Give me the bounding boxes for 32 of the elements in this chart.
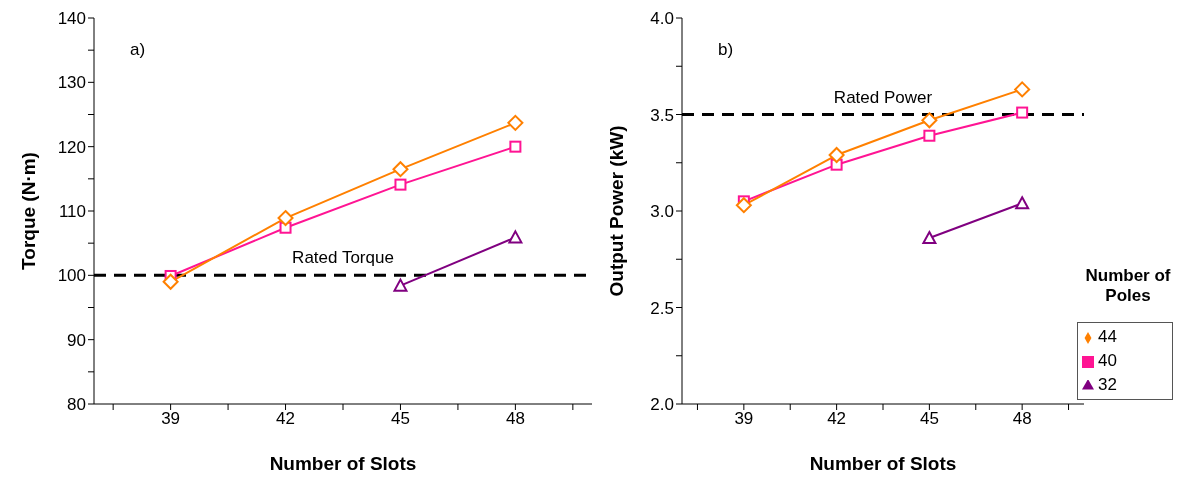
y-axis-title: Output Power (kW) xyxy=(605,125,627,297)
y-tick-label: 2.5 xyxy=(650,298,674,318)
legend-label: 32 xyxy=(1098,375,1117,394)
x-axis-title: Number of Slots xyxy=(269,453,417,474)
y-tick-label: 100 xyxy=(57,266,86,286)
y-tick-label: 3.0 xyxy=(650,202,674,222)
legend-label: 44 xyxy=(1098,327,1117,346)
y-tick-label: 130 xyxy=(57,73,86,93)
y-tick-label: 90 xyxy=(67,330,86,350)
y-tick-label: 3.5 xyxy=(650,105,674,125)
y-axis-title: Torque (N·m) xyxy=(17,152,39,270)
y-tick-label: 80 xyxy=(67,395,86,415)
x-axis-title: Number of Slots xyxy=(809,453,957,474)
x-tick-label: 48 xyxy=(1012,409,1032,429)
ref-line-label: Rated Power xyxy=(833,87,933,107)
x-tick-label: 45 xyxy=(391,409,410,429)
legend-label: 40 xyxy=(1098,351,1117,370)
x-tick-label: 39 xyxy=(734,409,754,429)
x-tick-label: 45 xyxy=(919,409,939,429)
legend-title: Number of Poles xyxy=(1084,266,1172,306)
annotation: b) xyxy=(718,40,734,60)
y-tick-label: 120 xyxy=(57,137,86,157)
x-tick-label: 48 xyxy=(505,409,525,429)
x-tick-label: 42 xyxy=(827,409,847,429)
x-tick-label: 39 xyxy=(161,409,181,429)
y-tick-label: 140 xyxy=(57,9,86,29)
y-tick-label: 2.0 xyxy=(650,395,674,415)
ref-line-label: Rated Torque xyxy=(292,248,394,268)
x-tick-label: 42 xyxy=(276,409,295,429)
y-tick-label: 4.0 xyxy=(650,9,674,29)
annotation: a) xyxy=(130,40,146,60)
y-tick-label: 110 xyxy=(58,202,86,222)
